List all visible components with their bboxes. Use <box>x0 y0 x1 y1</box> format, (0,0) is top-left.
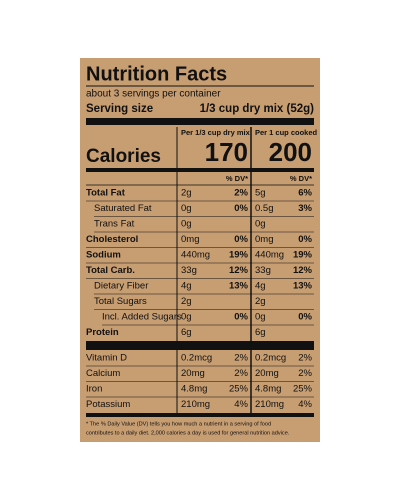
row-dv: 0% <box>234 312 248 323</box>
row-dv: 2% <box>234 188 248 199</box>
row-amount: 0mg <box>181 234 199 245</box>
row-label: Sodium <box>86 250 121 261</box>
row-label: Incl. Added Sugars <box>102 312 182 323</box>
row-label: Total Sugars <box>94 296 147 307</box>
row-amount: 2g <box>181 296 192 307</box>
row-amount: 6g <box>255 327 266 338</box>
serving-size-value: 1/3 cup dry mix (52g) <box>200 103 315 115</box>
row-dv: 0% <box>298 234 312 245</box>
row-amount: 20mg <box>255 368 279 379</box>
row-amount: 6g <box>181 327 192 338</box>
row-amount: 0.2mcg <box>255 353 286 364</box>
row-label: Trans Fat <box>94 219 135 230</box>
row-label: Calcium <box>86 368 120 379</box>
row-amount: 0.2mcg <box>181 353 212 364</box>
row-amount: 2g <box>181 188 192 199</box>
row-label: Saturated Fat <box>94 203 152 214</box>
row-dv: 3% <box>298 203 312 214</box>
row-dv: 12% <box>293 265 313 276</box>
row-dv: 19% <box>293 250 313 261</box>
row-amount: 4.8mg <box>255 384 281 395</box>
footnote: contributes to a daily diet. 2,000 calor… <box>86 430 290 436</box>
row-dv: 13% <box>293 281 313 292</box>
medium-bar <box>86 168 178 172</box>
footnote: * The % Daily Value (DV) tells you how m… <box>86 421 271 427</box>
row-dv: 6% <box>298 188 312 199</box>
row-dv: 2% <box>234 368 248 379</box>
dv-header: % DV* <box>290 174 312 183</box>
row-amount: 210mg <box>181 399 210 410</box>
row-label: Vitamin D <box>86 353 127 364</box>
row-dv: 25% <box>293 384 313 395</box>
row-amount: 33g <box>255 265 271 276</box>
column-header: Per 1 cup cooked <box>255 128 318 137</box>
row-dv: 2% <box>298 368 312 379</box>
row-label: Potassium <box>86 399 130 410</box>
row-dv: 12% <box>229 265 249 276</box>
dv-header: % DV* <box>226 174 248 183</box>
medium-bar <box>178 168 314 172</box>
row-amount: 0mg <box>255 234 273 245</box>
row-label: Total Carb. <box>86 265 135 276</box>
calories-value: 200 <box>269 137 312 167</box>
calories-label: Calories <box>86 146 161 167</box>
row-amount: 0g <box>255 312 266 323</box>
row-label: Protein <box>86 327 119 338</box>
row-amount: 0g <box>255 219 266 230</box>
medium-bar <box>86 413 314 417</box>
row-amount: 2g <box>255 296 266 307</box>
row-dv: 0% <box>234 234 248 245</box>
column-header: Per 1/3 cup dry mix <box>181 128 251 137</box>
row-amount: 5g <box>255 188 266 199</box>
row-dv: 0% <box>298 312 312 323</box>
row-amount: 4g <box>255 281 266 292</box>
servings: about 3 servings per container <box>86 89 221 100</box>
row-dv: 4% <box>234 399 248 410</box>
row-label: Cholesterol <box>86 234 138 245</box>
row-amount: 33g <box>181 265 197 276</box>
row-amount: 4g <box>181 281 192 292</box>
calories-value: 170 <box>205 137 248 167</box>
row-label: Dietary Fiber <box>94 281 148 292</box>
row-dv: 13% <box>229 281 249 292</box>
row-amount: 0g <box>181 312 192 323</box>
row-amount: 210mg <box>255 399 284 410</box>
serving-size-label: Serving size <box>86 103 153 115</box>
row-dv: 25% <box>229 384 249 395</box>
row-dv: 19% <box>229 250 249 261</box>
thick-bar <box>86 341 314 350</box>
row-dv: 2% <box>298 353 312 364</box>
row-dv: 4% <box>298 399 312 410</box>
title: Nutrition Facts <box>86 63 227 85</box>
row-amount: 440mg <box>181 250 210 261</box>
row-amount: 0g <box>181 219 192 230</box>
row-label: Total Fat <box>86 188 126 199</box>
row-amount: 0g <box>181 203 192 214</box>
row-label: Iron <box>86 384 102 395</box>
row-dv: 2% <box>234 353 248 364</box>
row-dv: 0% <box>234 203 248 214</box>
thick-bar <box>86 118 314 125</box>
row-amount: 4.8mg <box>181 384 207 395</box>
row-amount: 0.5g <box>255 203 274 214</box>
row-amount: 20mg <box>181 368 205 379</box>
row-amount: 440mg <box>255 250 284 261</box>
